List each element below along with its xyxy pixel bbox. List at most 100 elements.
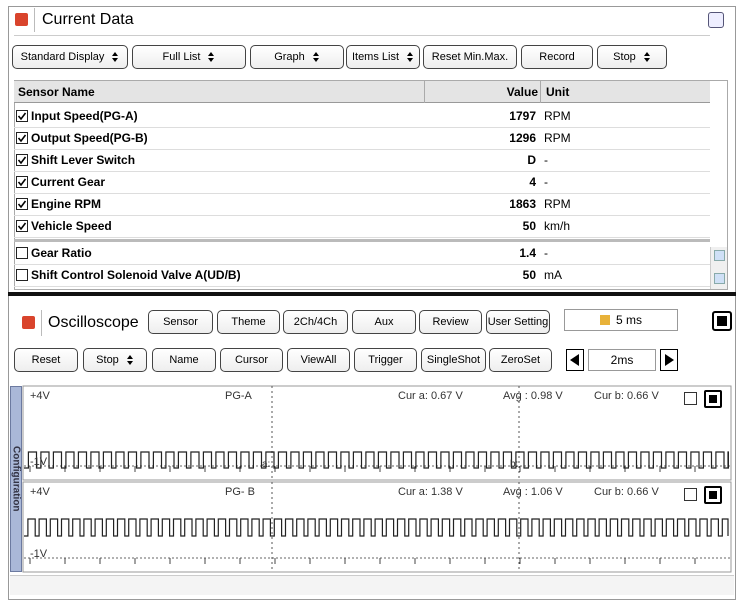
button[interactable]: Items List <box>346 45 420 69</box>
table-row[interactable]: Engine RPM 1863 RPM <box>14 193 710 216</box>
checkbox[interactable] <box>16 154 28 166</box>
check-mark <box>17 156 27 165</box>
cursor-a-label: a: <box>262 459 271 470</box>
channel-checkbox[interactable] <box>684 392 697 405</box>
toggle-button[interactable] <box>712 311 732 331</box>
button[interactable]: Graph <box>250 45 344 69</box>
cursor-a-value: Cur a: 1.38 V <box>398 486 463 498</box>
button[interactable]: SingleShot <box>421 348 486 372</box>
button[interactable]: Record <box>521 45 593 69</box>
checkbox[interactable] <box>16 269 28 281</box>
checkbox[interactable] <box>16 198 28 210</box>
checkbox[interactable] <box>16 247 28 259</box>
button-label: SingleShot <box>426 354 481 366</box>
checkbox[interactable] <box>16 110 28 122</box>
table-row[interactable]: Shift Lever Switch D - <box>14 149 710 172</box>
cursor-b-label: b: <box>510 459 519 470</box>
table-row[interactable]: Input Speed(PG-A) 1797 RPM <box>14 105 710 128</box>
scroll-up[interactable] <box>714 250 725 261</box>
collapse-icon[interactable] <box>22 316 35 329</box>
button[interactable]: Reset <box>14 348 78 372</box>
button[interactable]: Stop <box>597 45 667 69</box>
sensor-value: 1797 <box>509 109 536 123</box>
column-divider <box>424 81 425 103</box>
sensor-value: 1.4 <box>519 246 536 260</box>
sensor-value: 1863 <box>509 197 536 211</box>
button[interactable]: Cursor <box>220 348 283 372</box>
table-row[interactable]: Shift Control Solenoid Valve A(UD/B) 50 mA <box>14 264 710 287</box>
scroll-down[interactable] <box>714 273 725 284</box>
sensor-table <box>14 80 728 290</box>
button-label: Record <box>539 51 575 63</box>
checkbox[interactable] <box>16 132 28 144</box>
sensor-name: Shift Control Solenoid Valve A(UD/B) <box>31 268 241 282</box>
button-label: Items List <box>351 51 400 63</box>
button[interactable]: 2Ch/4Ch <box>283 310 348 334</box>
prev-button[interactable] <box>566 349 584 371</box>
button[interactable]: ViewAll <box>287 348 350 372</box>
waveform <box>24 518 729 537</box>
button[interactable]: Stop <box>83 348 147 372</box>
channel-toggle[interactable] <box>704 390 722 408</box>
channel-toggle[interactable] <box>704 486 722 504</box>
button[interactable]: Name <box>152 348 216 372</box>
button[interactable]: Trigger <box>354 348 417 372</box>
check-mark <box>17 112 27 121</box>
panel-title: Oscilloscope <box>48 314 139 331</box>
checkbox[interactable] <box>16 176 28 188</box>
cursor-a-value: Cur a: 0.67 V <box>398 390 463 402</box>
table-row[interactable]: Current Gear 4- <box>14 171 710 194</box>
scale-top: +4V <box>30 486 50 498</box>
side-tab[interactable]: Configuration <box>10 386 22 572</box>
dropdown-arrow <box>312 52 320 62</box>
checkbox[interactable] <box>16 220 28 232</box>
column-divider <box>540 81 541 103</box>
sensor-value: 4 <box>529 175 536 189</box>
separator <box>14 35 710 36</box>
sensor-unit: km/h <box>544 219 571 233</box>
button[interactable]: Reset Min.Max. <box>423 45 517 69</box>
button-label: Reset <box>31 354 61 366</box>
toggle-fill <box>709 491 717 499</box>
button-label: ZeroSet <box>500 354 541 366</box>
button[interactable]: Standard Display <box>12 45 128 69</box>
scale-top: +4V <box>30 390 50 402</box>
channel-frame <box>22 481 732 573</box>
button-label: Cursor <box>234 354 268 366</box>
time-icon <box>599 315 610 325</box>
button[interactable]: Theme <box>217 310 280 334</box>
horizontal-scrollbar[interactable] <box>10 575 734 595</box>
next-button[interactable] <box>660 349 678 371</box>
sensor-name: Gear Ratio <box>31 246 92 260</box>
scrollbar[interactable] <box>710 247 727 289</box>
panel-title: Current Data <box>42 11 134 28</box>
collapse-icon[interactable] <box>15 13 28 26</box>
button[interactable]: Full List <box>132 45 246 69</box>
splitter[interactable] <box>8 292 736 296</box>
table-row[interactable]: Gear Ratio 1.4- <box>14 242 710 265</box>
channel-name: PG- B <box>225 486 255 498</box>
sensor-name: Output Speed(PG-B) <box>31 131 148 145</box>
button[interactable]: ZeroSet <box>489 348 552 372</box>
button-label: Stop <box>613 51 636 63</box>
button[interactable]: Review <box>419 310 482 334</box>
sensor-unit: mA <box>544 268 562 282</box>
maximize-button[interactable] <box>708 12 724 28</box>
scale-bottom: -1V <box>30 548 48 560</box>
table-header: Sensor Name Value Unit <box>14 81 710 103</box>
channel-checkbox[interactable] <box>684 488 697 501</box>
column-header: Value <box>506 85 538 99</box>
button[interactable]: User Setting <box>486 310 550 334</box>
button[interactable]: Sensor <box>148 310 213 334</box>
table-row[interactable]: Vehicle Speed 50 km/h <box>14 215 710 238</box>
table-row[interactable]: Output Speed(PG-B) 1296 RPM <box>14 127 710 150</box>
button-label: Review <box>432 316 469 328</box>
check-mark <box>17 200 27 209</box>
button-label: Name <box>169 354 199 366</box>
button[interactable]: Aux <box>352 310 416 334</box>
sensor-unit: - <box>544 246 548 260</box>
sensor-unit: - <box>544 153 548 167</box>
dropdown-arrow <box>126 355 134 365</box>
button-label: Sensor <box>163 316 198 328</box>
